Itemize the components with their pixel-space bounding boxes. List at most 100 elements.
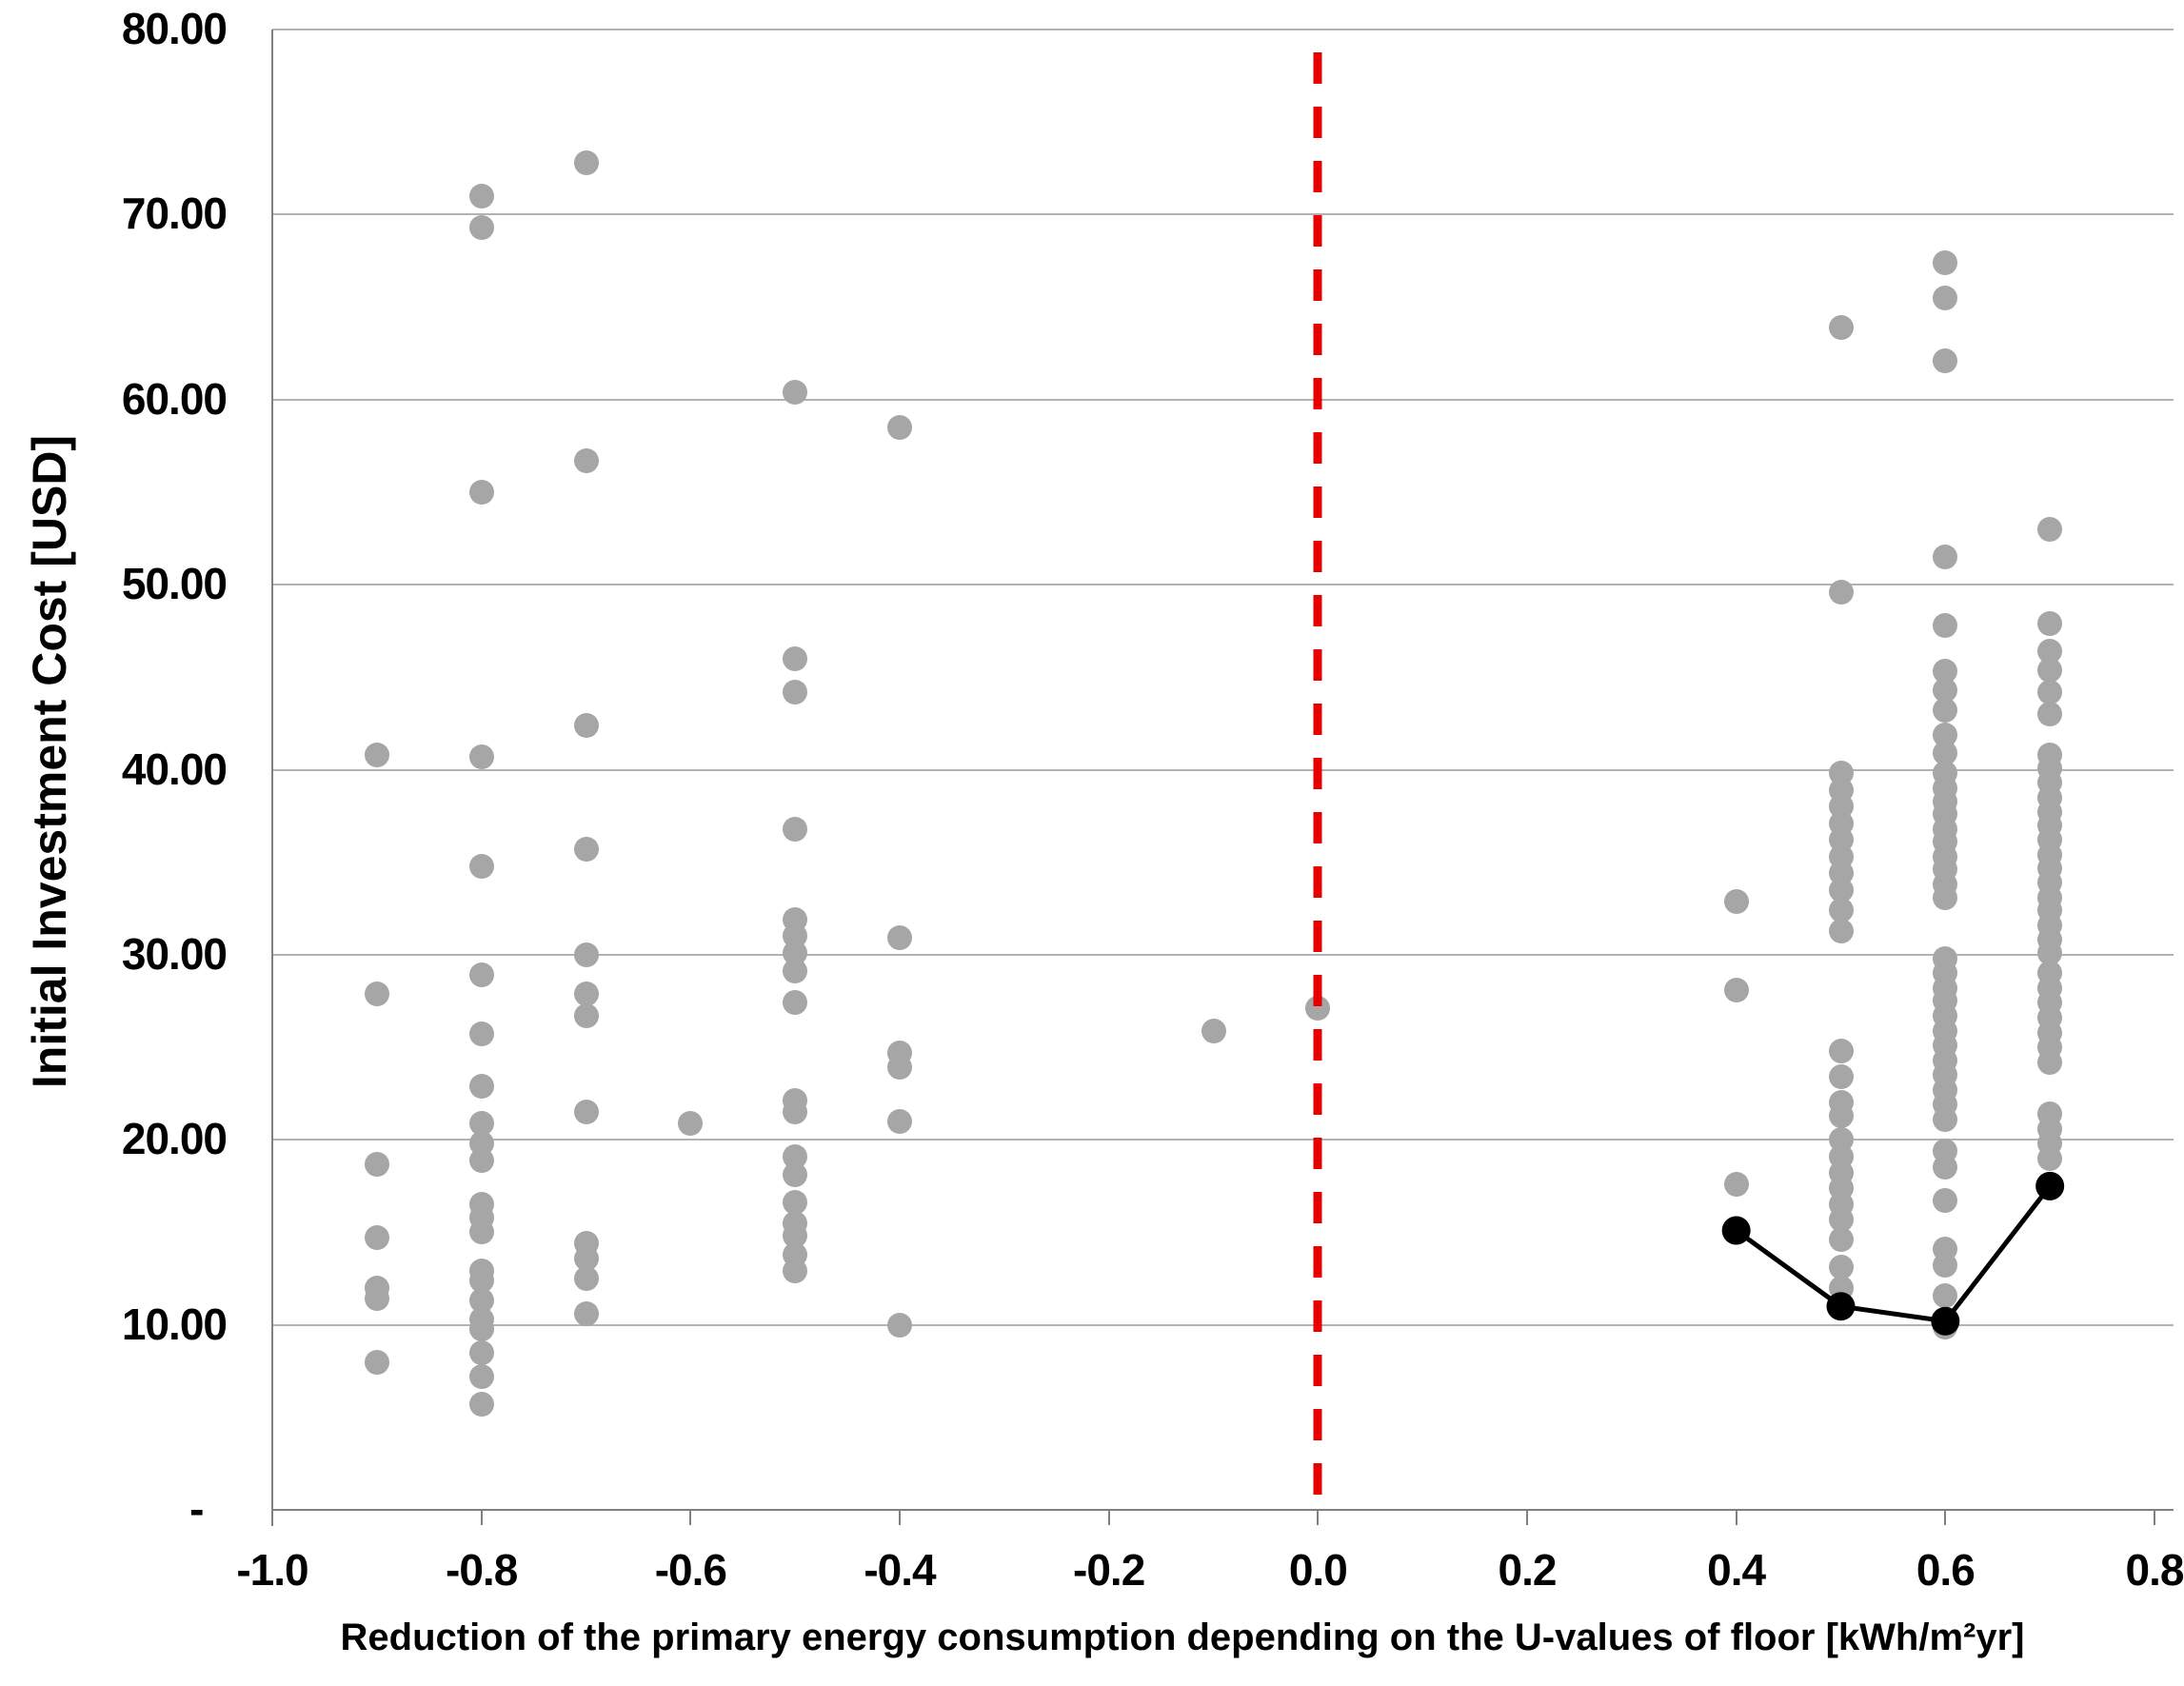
- y-tick-label: 60.00: [121, 373, 228, 424]
- x-tick-label: 0.6: [1916, 1545, 1976, 1595]
- x-tick-label: -0.8: [446, 1545, 518, 1595]
- scatter-point: [2037, 516, 2063, 542]
- x-tick-label: -0.6: [654, 1545, 727, 1595]
- x-tick-mark: [899, 1510, 901, 1525]
- gridline-y-70: [272, 213, 2174, 216]
- scatter-point: [1828, 314, 1854, 340]
- scatter-point: [783, 816, 808, 842]
- scatter-point: [468, 479, 494, 505]
- x-tick-label: 0.4: [1707, 1545, 1766, 1595]
- scatter-point: [1828, 1275, 1854, 1300]
- scatter-point: [468, 1022, 494, 1047]
- scatter-point: [783, 1162, 808, 1188]
- scatter-point: [573, 942, 599, 967]
- scatter-point: [364, 1349, 389, 1375]
- y-tick-label: 70.00: [121, 188, 228, 239]
- scatter-point: [468, 1147, 494, 1173]
- scatter-point: [783, 990, 808, 1016]
- scatter-point: [573, 837, 599, 863]
- x-tick-mark: [2154, 1510, 2155, 1525]
- gridline-y-60: [272, 398, 2174, 401]
- scatter-point: [1828, 1064, 1854, 1090]
- scatter-point: [1828, 579, 1854, 605]
- scatter-point: [573, 447, 599, 473]
- scatter-point: [573, 712, 599, 738]
- scatter-point: [573, 1300, 599, 1326]
- scatter-point: [468, 1392, 494, 1418]
- x-axis-title: Reduction of the primary energy consumpt…: [340, 1617, 2025, 1658]
- scatter-point: [364, 981, 389, 1006]
- x-tick-label: -0.2: [1073, 1545, 1145, 1595]
- scatter-point: [1933, 698, 1958, 724]
- x-tick-mark: [1107, 1510, 1110, 1525]
- scatter-point: [468, 744, 494, 769]
- scatter-point: [1933, 884, 1958, 910]
- scatter-point: [887, 1055, 912, 1081]
- scatter-point: [2037, 702, 2063, 727]
- scatter-point: [783, 679, 808, 704]
- y-tick-label: 10.00: [121, 1299, 228, 1349]
- scatter-point: [468, 1339, 494, 1365]
- scatter-point: [1933, 1314, 1958, 1339]
- gridline-y-30: [272, 953, 2174, 956]
- scatter-point: [1723, 977, 1749, 1002]
- scatter-point: [1723, 1216, 1749, 1241]
- scatter-point: [783, 1100, 808, 1125]
- scatter-point: [573, 149, 599, 175]
- x-axis-line: [272, 1509, 2174, 1511]
- scatter-point: [2037, 1145, 2063, 1171]
- scatter-point: [1933, 1155, 1958, 1180]
- scatter-point: [1933, 1106, 1958, 1132]
- y-tick-label: 80.00: [121, 3, 228, 53]
- scatter-point: [468, 1073, 494, 1099]
- scatter-point: [468, 183, 494, 208]
- y-tick-label: 20.00: [121, 1114, 228, 1164]
- scatter-point: [887, 1312, 912, 1338]
- x-tick-mark: [1735, 1510, 1737, 1525]
- scatter-point: [783, 1259, 808, 1284]
- y-tick-label: -: [189, 1483, 227, 1534]
- gridline-y-40: [272, 768, 2174, 771]
- scatter-point: [783, 959, 808, 984]
- scatter-point: [573, 1266, 599, 1292]
- scatter-point: [364, 1225, 389, 1251]
- scatter-point: [887, 1108, 912, 1134]
- scatter-point: [468, 853, 494, 879]
- scatter-point: [678, 1110, 704, 1136]
- scatter-point: [1933, 544, 1958, 569]
- scatter-point: [468, 1316, 494, 1341]
- scatter-point: [468, 214, 494, 240]
- y-tick-label: 30.00: [121, 928, 228, 979]
- x-tick-mark: [1317, 1510, 1320, 1525]
- x-tick-mark: [1944, 1510, 1947, 1525]
- scatter-point: [1933, 612, 1958, 638]
- scatter-point: [1933, 285, 1958, 310]
- scatter-point: [1933, 1282, 1958, 1308]
- scatter-point: [1828, 1102, 1854, 1128]
- scatter-point: [2037, 679, 2063, 704]
- scatter-point: [887, 414, 912, 440]
- scatter-point: [364, 1151, 389, 1177]
- scatter-point: [573, 1003, 599, 1029]
- scatter-point: [887, 925, 912, 951]
- scatter-point: [364, 1286, 389, 1312]
- scatter-point: [573, 981, 599, 1006]
- scatter-point: [1828, 1227, 1854, 1253]
- gridline-y-80: [272, 29, 2174, 30]
- scatter-point: [1828, 918, 1854, 943]
- scatter-point: [1933, 347, 1958, 373]
- y-tick-label: 40.00: [121, 744, 228, 794]
- scatter-point: [2037, 610, 2063, 636]
- x-tick-mark: [689, 1510, 692, 1525]
- x-tick-label: 0.0: [1288, 1545, 1348, 1595]
- gridline-y-20: [272, 1139, 2174, 1141]
- scatter-point: [2037, 657, 2063, 683]
- x-tick-mark: [1526, 1510, 1528, 1525]
- optimal-line: [1735, 1184, 2053, 1324]
- x-tick-label: 0.2: [1498, 1545, 1558, 1595]
- scatter-point: [1723, 1171, 1749, 1197]
- gridline-y-10: [272, 1323, 2174, 1326]
- scatter-point: [1933, 1253, 1958, 1279]
- scatter-point: [783, 379, 808, 405]
